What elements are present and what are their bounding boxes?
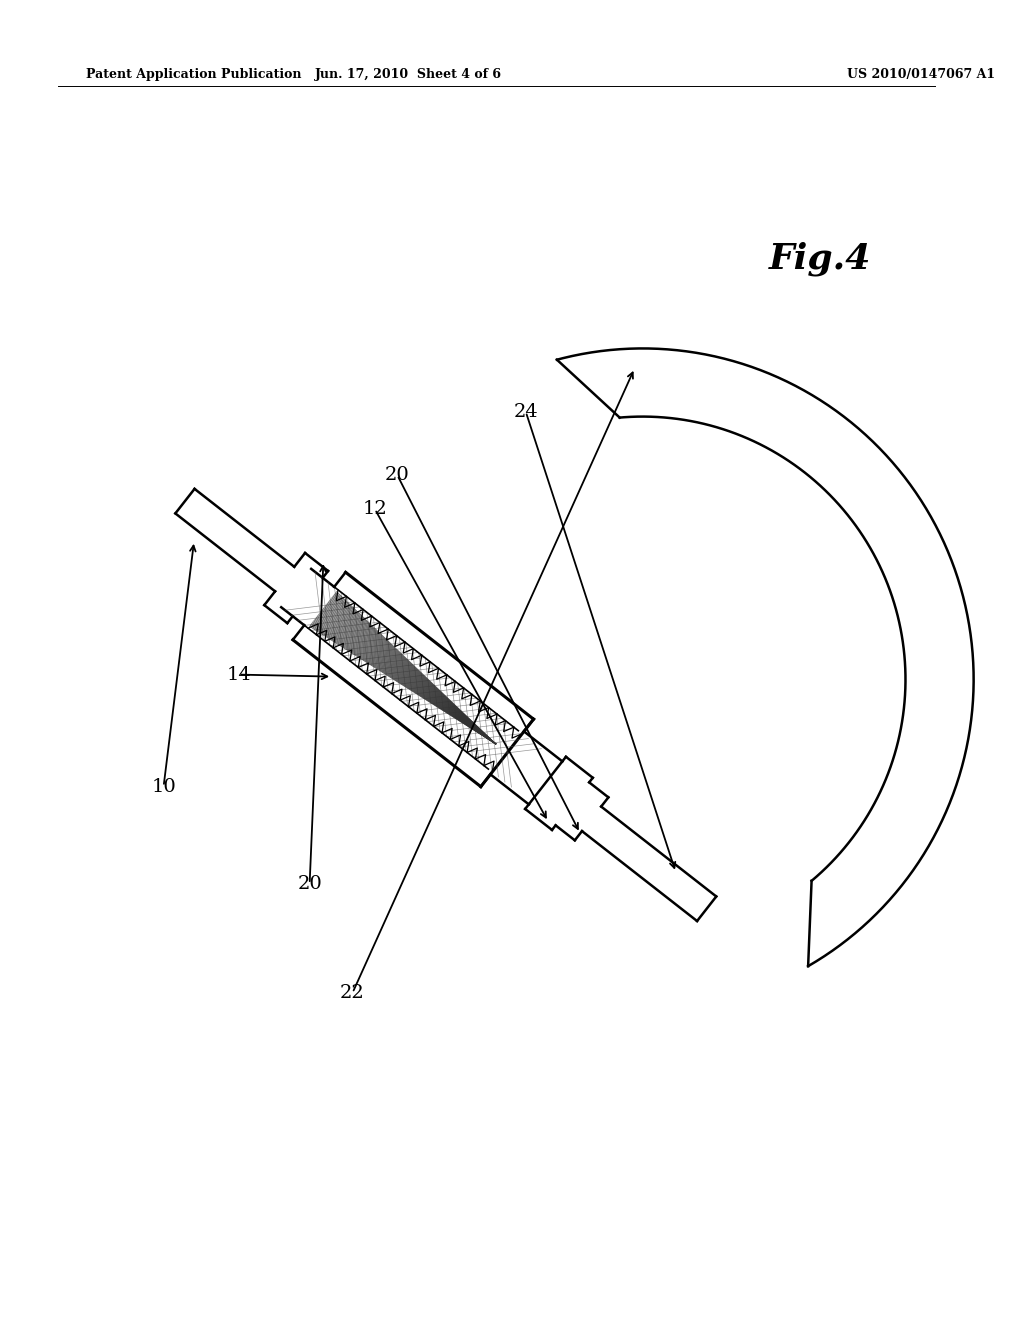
Text: 14: 14 [226,665,251,684]
Text: 12: 12 [362,500,387,517]
Text: Jun. 17, 2010  Sheet 4 of 6: Jun. 17, 2010 Sheet 4 of 6 [315,69,503,81]
Text: 20: 20 [297,875,322,892]
Text: 22: 22 [340,983,365,1002]
Text: 10: 10 [152,777,176,796]
Text: 24: 24 [513,403,539,421]
Text: 20: 20 [385,466,410,484]
Text: Patent Application Publication: Patent Application Publication [86,69,301,81]
Text: Fig.4: Fig.4 [769,242,871,276]
Text: US 2010/0147067 A1: US 2010/0147067 A1 [847,69,995,81]
